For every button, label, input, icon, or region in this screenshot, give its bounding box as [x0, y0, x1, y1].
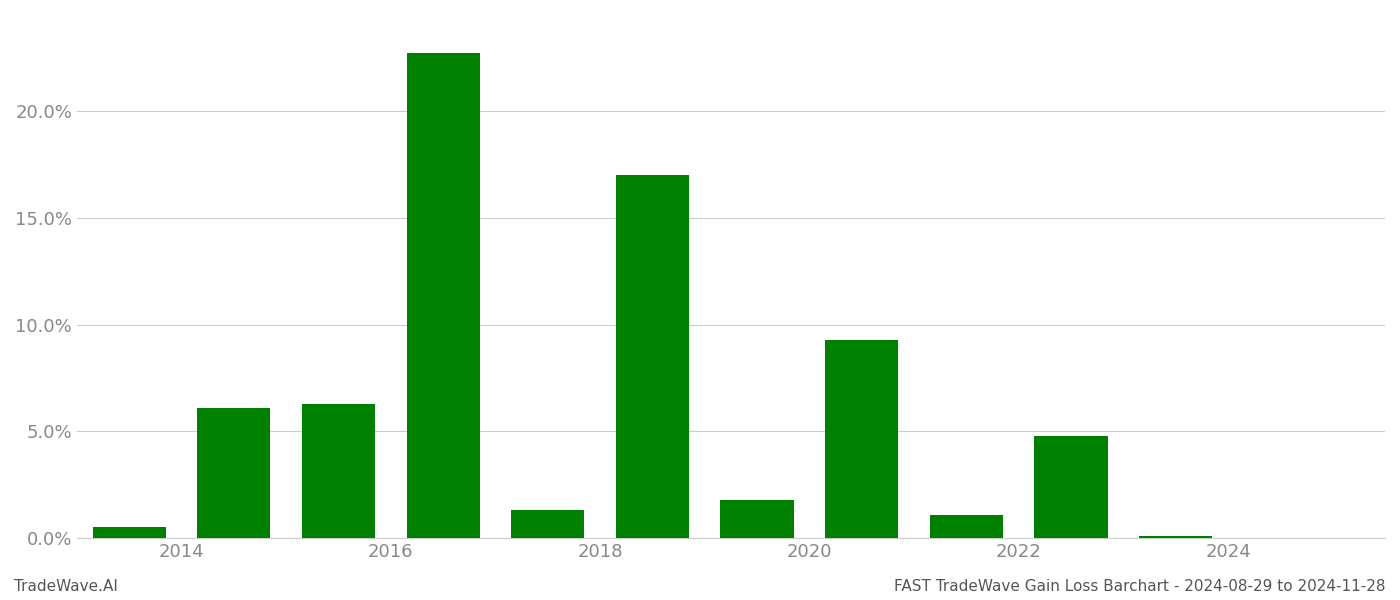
Bar	[92, 527, 165, 538]
Bar	[1140, 536, 1212, 538]
Bar	[406, 53, 480, 538]
Text: TradeWave.AI: TradeWave.AI	[14, 579, 118, 594]
Bar	[511, 511, 584, 538]
Text: FAST TradeWave Gain Loss Barchart - 2024-08-29 to 2024-11-28: FAST TradeWave Gain Loss Barchart - 2024…	[895, 579, 1386, 594]
Bar	[930, 515, 1002, 538]
Bar	[302, 404, 375, 538]
Bar	[1035, 436, 1107, 538]
Bar	[197, 408, 270, 538]
Bar	[616, 175, 689, 538]
Bar	[721, 500, 794, 538]
Bar	[825, 340, 899, 538]
